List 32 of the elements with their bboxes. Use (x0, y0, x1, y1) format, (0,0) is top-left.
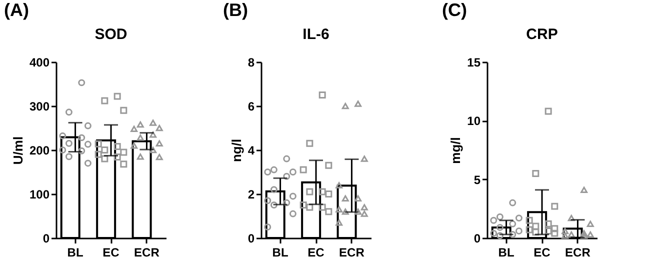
y-tick-label: 100 (29, 188, 50, 202)
x-tick-label: BL (498, 246, 514, 260)
x-tick-label: EC (534, 246, 551, 260)
y-tick-label: 0 (42, 232, 50, 246)
text: (B) (223, 0, 248, 21)
y-tick-label: 6 (248, 100, 255, 114)
y-axis-title: mg/l (448, 137, 464, 164)
y-tick-label: 2 (248, 188, 255, 202)
y-tick-label: 10 (467, 114, 481, 128)
y-tick-label: 400 (29, 56, 50, 70)
y-tick-label: 0 (248, 232, 255, 246)
y-axis-title: ng/l (228, 138, 244, 162)
text: (C) (442, 0, 467, 21)
x-tick-label: EC (102, 246, 120, 260)
y-tick-label: 300 (29, 100, 50, 114)
y-tick-label: 4 (248, 144, 255, 158)
y-tick-label: 0 (474, 232, 481, 246)
chart-title: IL-6 (302, 26, 330, 43)
x-tick-label: ECR (339, 246, 365, 260)
y-tick-label: 15 (467, 56, 481, 70)
x-tick-label: ECR (565, 246, 591, 260)
y-tick-label: 8 (248, 56, 255, 70)
chart-title: CRP (526, 26, 558, 43)
text: (A) (4, 0, 29, 21)
x-tick-label: ECR (134, 246, 160, 260)
y-tick-label: 200 (29, 144, 50, 158)
x-tick-label: BL (67, 246, 84, 260)
x-tick-label: BL (272, 246, 288, 260)
y-axis-title: U/ml (10, 136, 26, 165)
x-tick-label: EC (308, 246, 325, 260)
y-tick-label: 5 (474, 172, 481, 187)
chart-title: SOD (94, 26, 128, 43)
